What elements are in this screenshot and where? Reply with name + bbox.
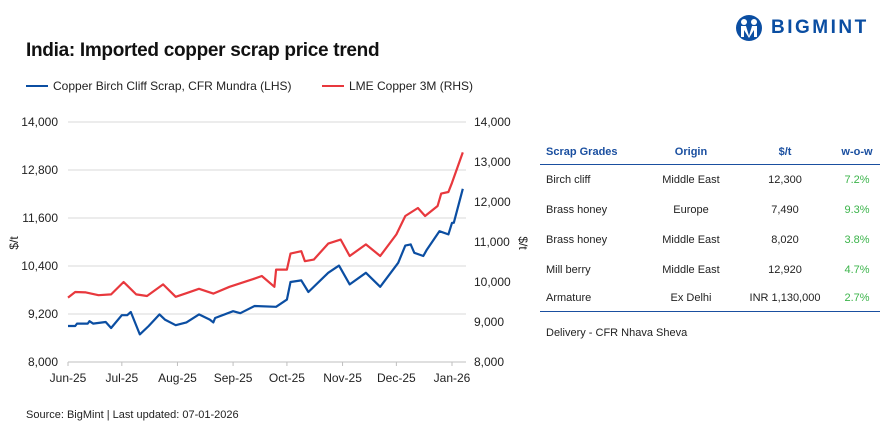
x-tick-label: Jan-26 [434,371,471,385]
table-row: Birch cliff Middle East 12,300 7.2% [540,165,880,196]
y-tick-label: 14,000 [21,115,58,129]
table-cell: 4.7% [844,264,870,276]
y2-tick-label: 9,000 [474,315,504,329]
legend-item-lhs: Copper Birch Cliff Scrap, CFR Mundra (LH… [26,79,292,93]
scrap-price-table: Scrap Grades Origin $/t w-o-w Birch cliff Mi… [540,140,880,312]
table-cell: Middle East [662,234,720,246]
table-cell: 7,490 [771,204,799,216]
table-cell: 12,920 [768,264,802,276]
table-cell: Ex Delhi [646,285,736,312]
series-line-lhs [68,188,464,336]
y2-tick-label: 12,000 [474,195,511,209]
y2-tick-label: 11,000 [474,235,510,249]
logo-text: BIGMINT [771,17,869,38]
y2-axis-label: $/t [516,236,530,250]
table-row: Mill berry Middle East 12,920 4.7% [540,255,880,285]
legend-label: LME Copper 3M (RHS) [349,79,474,93]
table-cell: Mill berry [546,264,591,276]
table-row: Brass honey Middle East 8,020 3.8% [540,225,880,255]
table-cell: Armature [540,285,646,312]
column-header: $/t [736,140,834,165]
y-tick-label: 10,400 [21,259,58,273]
table-cell: Middle East [662,174,720,186]
source-note: Source: BigMint | Last updated: 07-01-20… [26,409,239,421]
y2-tick-label: 13,000 [474,155,511,169]
table-cell: 7.2% [844,174,870,186]
table-cell: Brass honey [546,204,608,216]
x-tick-label: Sep-25 [214,371,253,385]
table-cell: 8,020 [771,234,799,246]
line-chart: 8,000 9,200 10,400 11,600 12,800 14,000 8,000 9… [7,115,530,385]
x-tick-label: Oct-25 [269,371,305,385]
x-tick-label: Jun-25 [50,371,87,385]
y-tick-label: 11,600 [22,211,58,225]
legend-label: Copper Birch Cliff Scrap, CFR Mundra (LH… [53,79,292,93]
bigmint-logo: BIGMINT [735,14,869,42]
table-cell: 3.8% [844,234,870,246]
x-tick-label: Nov-25 [323,371,362,385]
table-row: Armature Ex Delhi INR 1,130,000 2.7% [540,285,880,312]
page-title: India: Imported copper scrap price trend [26,40,380,61]
legend-swatch [322,84,344,88]
y-axis-label: $/t [7,236,21,250]
y2-tick-label: 8,000 [474,355,504,369]
table-note: Delivery - CFR Nhava Sheva [546,327,688,339]
x-tick-label: Aug-25 [158,371,197,385]
table-cell: Brass honey [546,234,608,246]
column-header: Scrap Grades [540,140,646,165]
series-line-rhs [67,152,464,299]
y-tick-label: 12,800 [21,163,58,177]
y-tick-label: 9,200 [28,307,58,321]
table-cell: INR 1,130,000 [736,285,834,312]
column-header: Origin [646,140,736,165]
table-cell: Birch cliff [546,174,591,186]
y2-tick-label: 14,000 [474,115,511,129]
x-tick-label: Jul-25 [105,371,138,385]
y2-tick-label: 10,000 [474,275,511,289]
table-row: Brass honey Europe 7,490 9.3% [540,195,880,225]
column-header: w-o-w [834,140,880,165]
table-cell: Europe [673,204,709,216]
table-cell: 12,300 [768,174,802,186]
table-cell: 9.3% [844,204,870,216]
table-header-row: Scrap Grades Origin $/t w-o-w [540,140,880,165]
table-cell: Middle East [662,264,720,276]
logo-icon [736,15,762,41]
table-cell: 2.7% [834,285,880,312]
legend-swatch [26,84,48,88]
y-tick-label: 8,000 [28,355,58,369]
legend-item-rhs: LME Copper 3M (RHS) [322,79,473,93]
x-tick-label: Dec-25 [377,371,416,385]
